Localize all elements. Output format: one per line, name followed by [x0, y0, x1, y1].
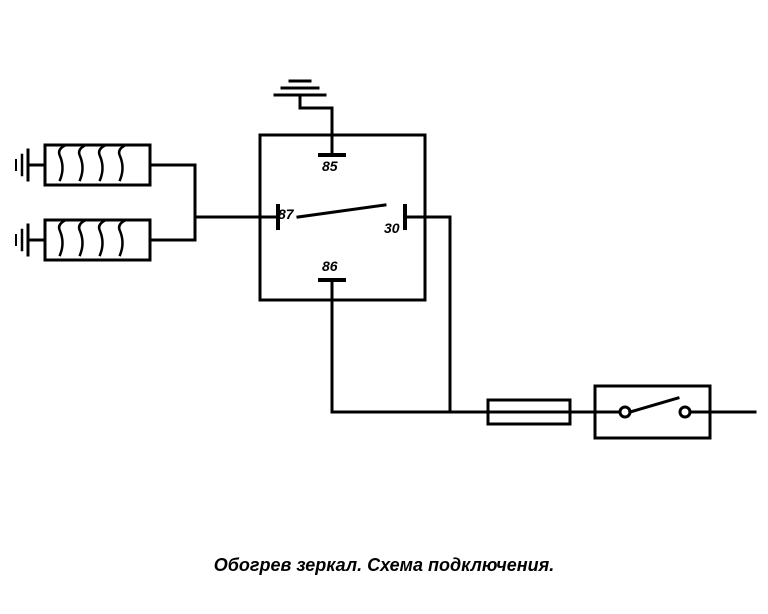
pin-86-label: 86 [322, 258, 338, 274]
circuit-diagram: 85 87 30 86 Обогрев зеркал. Схема подклю… [0, 0, 768, 614]
diagram-caption: Обогрев зеркал. Схема подключения. [0, 555, 768, 576]
pin-87-label: 87 [278, 206, 294, 222]
schematic-svg [0, 0, 768, 614]
pin-30-label: 30 [384, 220, 400, 236]
pin-85-label: 85 [322, 158, 338, 174]
